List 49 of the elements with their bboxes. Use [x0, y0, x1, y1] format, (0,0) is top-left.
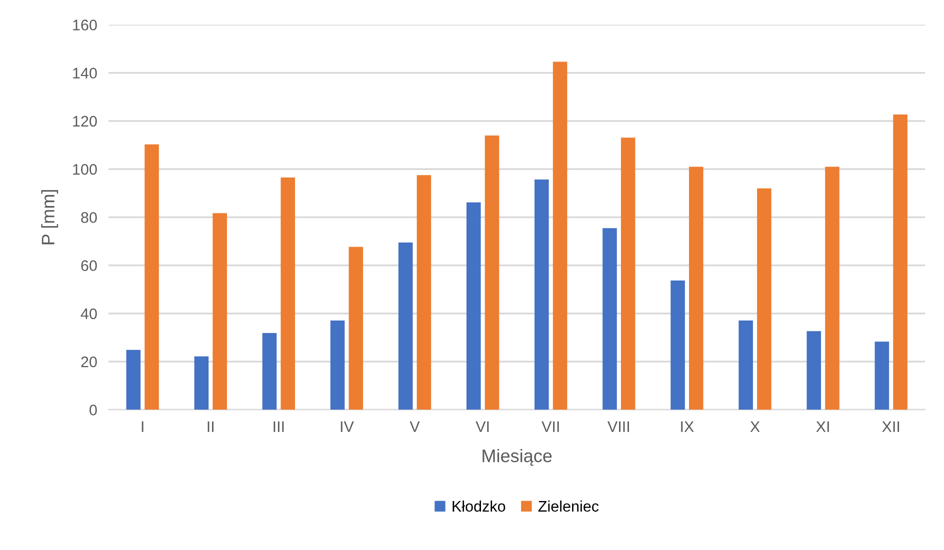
bar — [738, 320, 753, 410]
y-tick-label: 100 — [73, 164, 97, 175]
bar — [806, 331, 822, 410]
x-tick-label: VIII — [608, 421, 629, 432]
bar — [670, 280, 685, 410]
x-tick-label: IX — [681, 421, 694, 432]
bar — [466, 202, 481, 410]
bar — [280, 178, 296, 410]
bar — [874, 342, 890, 410]
bar — [534, 179, 549, 410]
x-tick-label: VII — [542, 421, 559, 432]
y-tick-label: 160 — [73, 20, 97, 30]
bar — [126, 350, 141, 410]
x-axis-title: Miesiące — [482, 448, 552, 466]
x-tick-label: III — [274, 421, 284, 432]
x-tick-label: X — [750, 421, 760, 432]
y-tick-label: 0 — [90, 404, 97, 416]
y-tick-label: 120 — [73, 116, 97, 127]
bar — [212, 213, 227, 410]
bar — [757, 188, 772, 410]
x-tick-label: I — [142, 421, 144, 432]
legend-label: Kłodzko — [452, 500, 506, 512]
bar — [893, 114, 908, 410]
bar — [348, 246, 364, 410]
bar — [330, 320, 345, 410]
y-tick-label: 20 — [81, 356, 97, 368]
bar — [144, 144, 159, 410]
y-axis-title: P [mm] — [41, 190, 58, 244]
x-tick-label: IV — [340, 421, 354, 432]
y-tick-label: 40 — [80, 308, 97, 320]
bar — [602, 228, 617, 410]
bar — [620, 138, 636, 410]
bar — [416, 175, 432, 410]
x-tick-label: XI — [816, 421, 829, 432]
x-tick-label: II — [208, 421, 214, 432]
bar — [398, 242, 413, 410]
x-tick-label: V — [410, 421, 420, 432]
y-tick-label: 140 — [73, 68, 97, 79]
bar — [552, 62, 568, 410]
bar — [825, 166, 840, 410]
y-tick-label: 80 — [81, 212, 97, 223]
y-tick-label: 60 — [81, 260, 97, 272]
bar — [194, 356, 209, 410]
x-tick-label: VI — [476, 421, 489, 432]
bar — [689, 166, 704, 410]
legend-label: Zieleniec — [538, 500, 599, 512]
bar — [262, 332, 277, 410]
bar — [484, 135, 500, 410]
x-tick-label: XII — [882, 421, 900, 432]
